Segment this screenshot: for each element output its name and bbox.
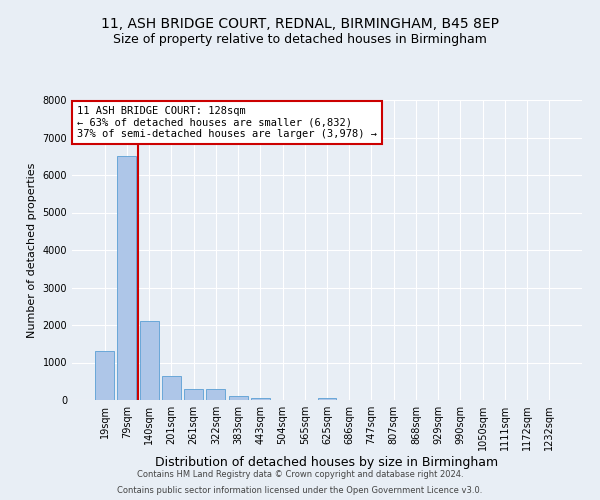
Y-axis label: Number of detached properties: Number of detached properties [27, 162, 37, 338]
Bar [206, 389, 225, 400]
Text: 11, ASH BRIDGE COURT, REDNAL, BIRMINGHAM, B45 8EP: 11, ASH BRIDGE COURT, REDNAL, BIRMINGHAM… [101, 18, 499, 32]
Bar [140, 322, 158, 400]
Bar [229, 396, 248, 400]
Bar [317, 398, 337, 400]
Bar [184, 389, 203, 400]
X-axis label: Distribution of detached houses by size in Birmingham: Distribution of detached houses by size … [155, 456, 499, 469]
Text: 11 ASH BRIDGE COURT: 128sqm
← 63% of detached houses are smaller (6,832)
37% of : 11 ASH BRIDGE COURT: 128sqm ← 63% of det… [77, 106, 377, 139]
Bar [95, 351, 114, 400]
Text: Contains HM Land Registry data © Crown copyright and database right 2024.: Contains HM Land Registry data © Crown c… [137, 470, 463, 479]
Bar [162, 376, 181, 400]
Text: Contains public sector information licensed under the Open Government Licence v3: Contains public sector information licen… [118, 486, 482, 495]
Bar [251, 398, 270, 400]
Text: Size of property relative to detached houses in Birmingham: Size of property relative to detached ho… [113, 32, 487, 46]
Bar [118, 156, 136, 400]
